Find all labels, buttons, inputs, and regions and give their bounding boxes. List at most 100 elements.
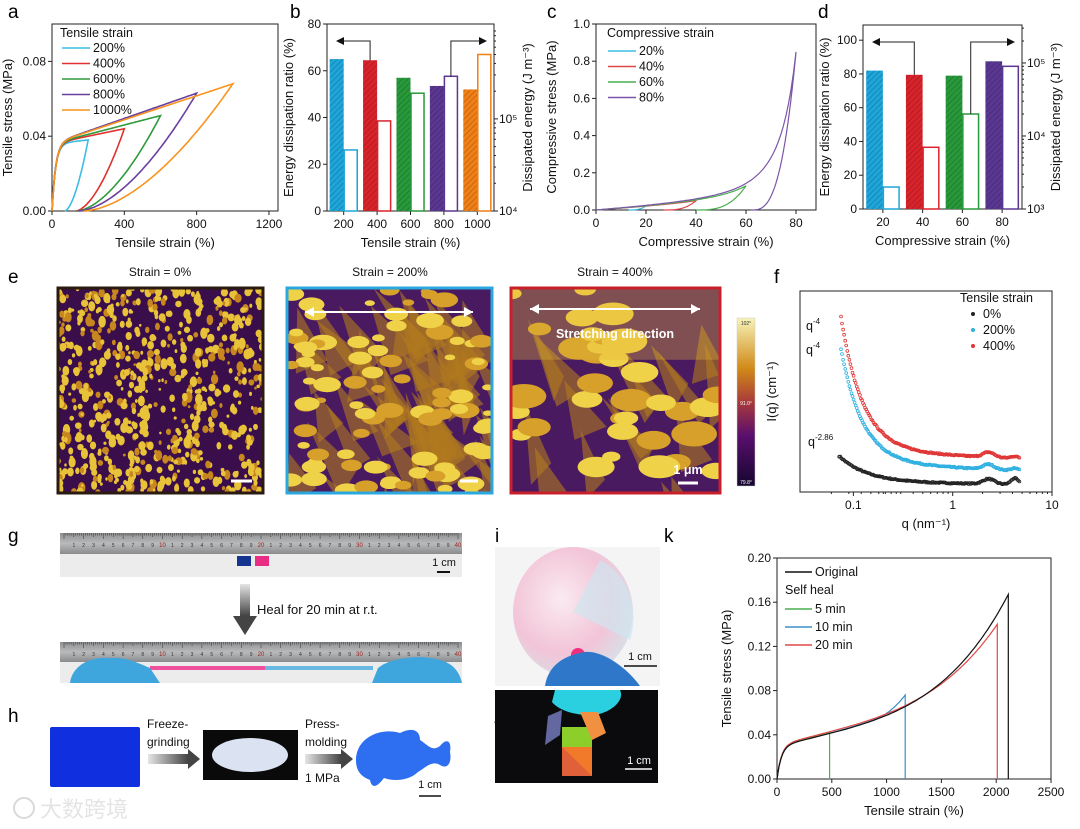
afm-domain xyxy=(386,320,407,332)
afm-domain xyxy=(252,362,259,371)
afm-domain xyxy=(577,456,615,478)
slope-base: q xyxy=(806,343,813,357)
afm-domain xyxy=(200,486,206,492)
data-point-200% xyxy=(852,400,857,405)
afm-domain xyxy=(178,436,183,442)
afm-ridge xyxy=(691,324,720,384)
right-arrow-icon xyxy=(188,749,200,769)
afm-domain xyxy=(214,388,221,397)
afm-domain xyxy=(185,391,193,403)
afm-domain xyxy=(81,483,84,488)
afm-domain xyxy=(61,431,67,437)
afm-domain xyxy=(117,488,122,493)
x-tick-label: 20 xyxy=(639,216,653,230)
ruler-digit: 4 xyxy=(299,543,302,549)
panel-label-h: h xyxy=(8,706,19,727)
afm-domain xyxy=(470,334,492,348)
ruler-digit: 9 xyxy=(250,543,253,549)
afm-domain xyxy=(106,412,112,419)
panel-label-g: g xyxy=(8,526,19,547)
legend-label: 1000% xyxy=(93,103,132,117)
panel-e-afm-images: Strain = 0% Strain = 200% Strain = 400% … xyxy=(56,265,756,495)
afm-domain xyxy=(59,342,66,352)
healed-strip-blue xyxy=(265,666,373,670)
ruler-digit: 8 xyxy=(338,543,341,549)
slope-annotation: q-2.86 xyxy=(808,433,834,449)
bar-ratio-800 xyxy=(429,85,444,211)
afm-domain xyxy=(208,427,215,433)
afm-domain xyxy=(130,370,135,376)
y-tick-label: 1.0 xyxy=(573,17,590,31)
data-point-400% xyxy=(846,353,851,358)
afm-domain xyxy=(126,483,133,490)
afm-domain xyxy=(97,400,104,410)
afm-domain xyxy=(158,379,161,383)
slope-base: q xyxy=(808,435,815,449)
afm-domain xyxy=(96,306,102,313)
panel-i-balloon-photo: 1 cm xyxy=(495,547,660,686)
afm-domain xyxy=(115,433,121,441)
afm-domain xyxy=(223,469,231,480)
afm-domain xyxy=(132,422,138,430)
ruler-digit: 3 xyxy=(191,543,194,549)
afm-domain xyxy=(210,408,218,419)
ruler-major-label: 40 xyxy=(455,543,462,549)
afm-domain xyxy=(255,329,262,338)
afm-domain xyxy=(111,288,119,296)
x-tick-label: 2500 xyxy=(1038,785,1065,799)
afm-domain xyxy=(123,479,128,486)
afm-domain xyxy=(139,421,145,428)
afm-domain xyxy=(354,407,376,420)
afm-domain xyxy=(207,397,214,407)
afm-domain xyxy=(482,384,492,391)
data-point-200% xyxy=(856,411,861,416)
afm-domain xyxy=(115,477,119,483)
ruler-digit: 1 xyxy=(72,652,75,658)
afm-domain xyxy=(238,322,244,329)
afm-domain xyxy=(189,413,195,421)
balloon-blue-half xyxy=(573,560,634,640)
plot-frame xyxy=(862,24,1023,210)
afm-domain xyxy=(235,470,239,475)
y-tick-label: 60 xyxy=(844,101,858,115)
data-point-400% xyxy=(848,362,853,366)
afm-domain xyxy=(183,423,189,430)
afm-domain xyxy=(348,351,372,365)
right-y-axis-title: Dissipated energy (J m⁻³) xyxy=(520,43,535,191)
afm-domain xyxy=(116,379,122,387)
slope-annotation: q-4 xyxy=(806,341,821,357)
afm-ridge xyxy=(466,452,492,486)
afm-domain xyxy=(702,386,720,404)
ruler-digit: 9 xyxy=(250,652,253,658)
afm-domain xyxy=(168,463,174,472)
afm-domain xyxy=(208,353,216,362)
afm-domain xyxy=(127,420,132,425)
afm-domain xyxy=(191,438,195,442)
afm-domain xyxy=(237,392,242,398)
right-axis-indicator-arrow xyxy=(450,37,487,77)
afm-domain xyxy=(80,412,84,417)
afm-domain xyxy=(363,460,388,474)
afm-domain xyxy=(448,389,474,404)
data-point-200% xyxy=(845,375,850,380)
scale-label: 1 cm xyxy=(628,651,652,663)
afm-domain xyxy=(111,293,117,301)
afm-domain xyxy=(172,407,176,413)
y-tick-label: 0.20 xyxy=(748,551,772,565)
scale-label: 1 cm xyxy=(432,557,456,569)
afm-domain xyxy=(244,307,248,311)
data-point-400% xyxy=(1017,455,1022,460)
afm-domain xyxy=(482,410,492,416)
ruler-digit: 1 xyxy=(171,543,174,549)
afm-domain xyxy=(88,301,96,312)
afm-domain xyxy=(133,363,136,366)
afm-domain xyxy=(517,418,551,437)
afm-domain xyxy=(153,348,160,356)
afm-domain xyxy=(71,383,77,391)
slope-base: q xyxy=(806,319,813,333)
ruler-digit: 9 xyxy=(447,543,450,549)
afm-domain xyxy=(81,299,89,307)
afm-domain xyxy=(218,310,223,316)
afm-domain xyxy=(449,336,465,346)
ruler-digit: 5 xyxy=(112,652,115,658)
